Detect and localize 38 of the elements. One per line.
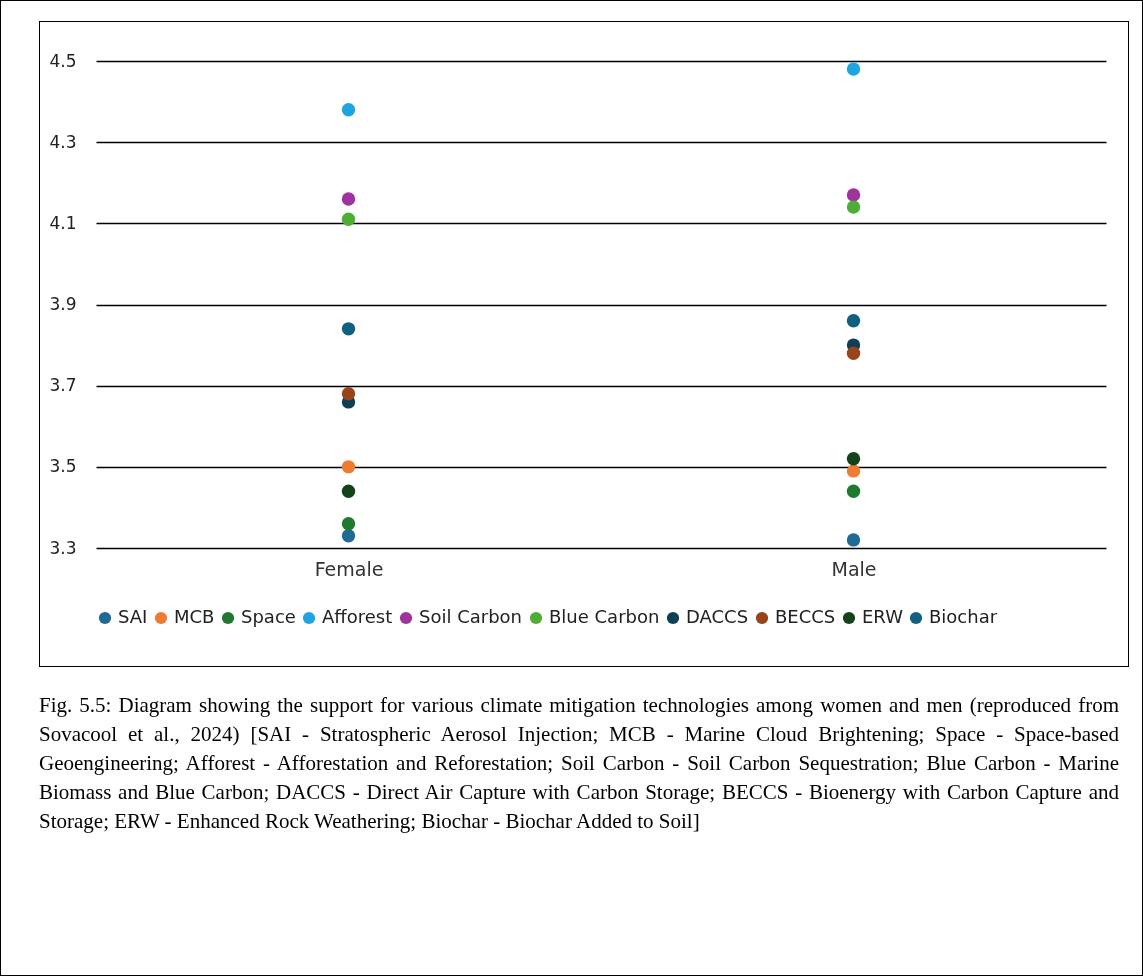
legend-label: Soil Carbon [419,606,523,627]
point [846,200,861,214]
caption: Fig. 5.5: Diagram showing the support for various climate mitigation technologies among women and men (reproduced from Sovacool et al., 2024) [SAI - Stratospheric Aerosol Injection; MCB - Marine Cloud Brightening; Space - Space-based Geoengineering; Afforest - Afforestation and Reforestation; Soil Carbon - Soil Carbon Sequestration; Blue Carbon - Marine Biomass and Blue Carbon; DACCS - Direct Air Capture with Carbon Storage; BECCS - Bioenergy with Carbon Capture and Storage; ERW - Enhanced Rock Weathering; Biochar - Biochar Added to Soil] [39,692,1119,835]
x-tick-label: Female [314,557,384,580]
y-tick-label: 3.9 [49,294,77,314]
y-tick-label: 4.5 [49,50,77,71]
legend-label: Blue Carbon [549,606,660,627]
y-tick-label: 3.7 [49,375,77,396]
y-tick-label: 4.1 [49,212,77,233]
point [341,387,356,401]
point [341,460,356,474]
legend-label: Space [241,606,296,627]
point [846,188,861,202]
point [846,484,861,498]
legend-label: Afforest [322,606,393,627]
legend-label: MCB [174,606,215,627]
x-tick-label: Male [831,557,877,580]
point [846,314,861,328]
y-tick-label: 3.5 [49,456,77,477]
legend-label: DACCS [686,606,749,627]
point [341,322,356,336]
y-tick-label: 4.3 [49,131,77,152]
point [341,484,356,498]
legend-label: ERW [862,606,904,627]
legend-label: SAI [118,606,148,627]
point [846,62,861,76]
point [341,212,356,226]
point [846,346,861,360]
point [341,516,356,531]
point [846,464,861,478]
point [846,533,861,547]
point [846,452,861,466]
point [341,192,356,206]
legend-label: Biochar [929,606,998,627]
y-tick-label: 3.3 [49,537,77,558]
point [341,529,356,543]
point [341,103,356,117]
legend-label: BECCS [775,606,836,627]
